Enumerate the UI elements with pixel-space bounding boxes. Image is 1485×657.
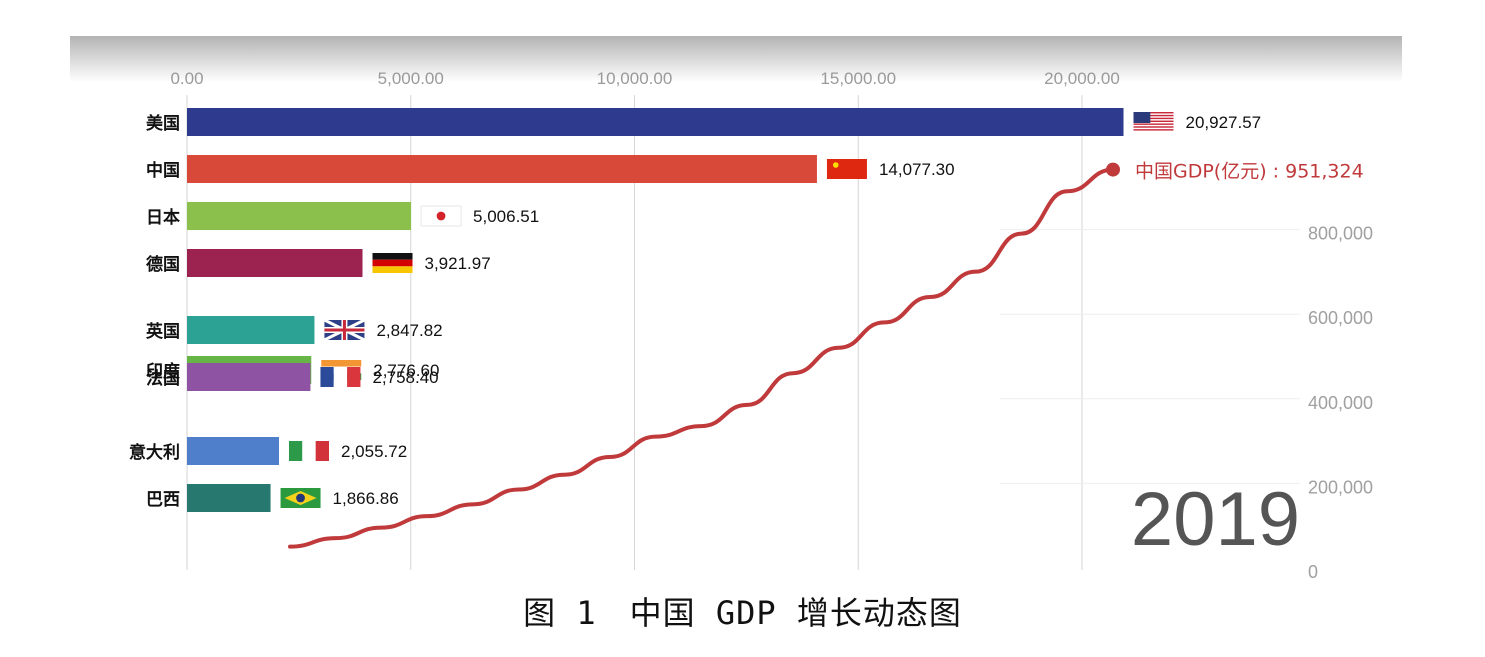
category-label: 日本 xyxy=(146,207,180,228)
value-label: 1,866.86 xyxy=(333,489,399,508)
flag-stripe xyxy=(1133,123,1174,125)
value-label: 2,055.72 xyxy=(341,442,407,461)
flag-stripe xyxy=(1133,129,1174,131)
x-axis-ticks: 0.00 5,000.00 10,000.00 15,000.00 20,000.00 xyxy=(170,69,1119,88)
germany-flag-icon xyxy=(372,253,413,273)
y-tick-label: 400,000 xyxy=(1308,393,1373,413)
category-label: 德国 xyxy=(146,254,180,275)
bar-row-1: 中国 14,077.30 xyxy=(146,155,955,183)
value-label: 2,758.40 xyxy=(372,368,438,387)
category-label: 印度 xyxy=(146,361,181,382)
flag-band xyxy=(372,253,413,260)
value-label: 3,921.97 xyxy=(425,254,491,273)
bar-row-0: 美国 20,927.57 xyxy=(146,108,1261,136)
category-label: 美国 xyxy=(146,113,180,134)
bar-3 xyxy=(187,249,363,277)
bar-row-8: 巴西 1,866.86 xyxy=(146,484,399,512)
y-tick-label: 800,000 xyxy=(1308,224,1373,244)
flag-stripe xyxy=(1133,114,1174,117)
flag-stripe xyxy=(1133,112,1174,114)
gdp-line-path xyxy=(288,167,1115,549)
flag-band xyxy=(372,266,413,273)
x-tick-label: 0.00 xyxy=(170,69,203,88)
gdp-line-endpoint xyxy=(1106,162,1120,177)
value-label: 2,847.82 xyxy=(376,321,442,340)
flag-stripe xyxy=(1133,120,1174,122)
right-axis-ticks: 0 200,000 400,000 600,000 800,000 xyxy=(1308,224,1373,580)
bar-4 xyxy=(187,316,315,344)
bar-0 xyxy=(187,108,1124,136)
bar-row-3: 德国 3,921.97 xyxy=(146,249,491,277)
china-flag-icon xyxy=(826,159,867,179)
bar-7 xyxy=(187,437,279,465)
category-label: 中国 xyxy=(146,160,180,181)
category-label: 意大利 xyxy=(129,442,180,463)
flag-band xyxy=(320,367,334,387)
category-label: 法国 xyxy=(146,368,180,389)
value-label: 14,077.30 xyxy=(879,160,955,179)
flag-field xyxy=(826,159,867,179)
us-flag-icon xyxy=(1133,112,1174,131)
flag-globe xyxy=(296,493,305,503)
x-tick-label: 10,000.00 xyxy=(597,69,673,88)
bar-row-7: 意大利 2,055.72 xyxy=(129,437,407,465)
x-tick-label: 15,000.00 xyxy=(820,69,896,88)
bar-1 xyxy=(187,155,817,183)
value-label: 5,006.51 xyxy=(473,207,539,226)
year-label: 2019 xyxy=(1131,477,1300,562)
x-tick-label: 20,000.00 xyxy=(1044,69,1120,88)
y-tick-label: 200,000 xyxy=(1308,477,1373,497)
flag-band xyxy=(315,441,329,461)
header-band xyxy=(70,36,1402,82)
china-gdp-line: 中国GDP(亿元) : 951,324 xyxy=(288,161,1364,549)
figure-caption: 图 1 中国 GDP 增长动态图 xyxy=(523,594,962,632)
flag-cross xyxy=(324,328,365,332)
bar-row-2: 日本 5,006.51 xyxy=(146,202,539,230)
bar-6 xyxy=(187,363,311,391)
gdp-line-label: 中国GDP(亿元) : 951,324 xyxy=(1135,161,1364,183)
brazil-flag-icon xyxy=(280,488,321,508)
japan-flag-icon xyxy=(420,205,462,227)
flag-stripe xyxy=(1133,117,1174,120)
category-label: 英国 xyxy=(146,321,180,342)
italy-flag-icon xyxy=(288,441,329,461)
flag-band xyxy=(302,441,316,461)
flag-stripe xyxy=(1133,126,1174,128)
category-label: 巴西 xyxy=(146,490,180,510)
value-label: 20,927.57 xyxy=(1186,113,1262,132)
france-flag-icon xyxy=(320,367,361,387)
flag-disc xyxy=(436,211,446,221)
flag-band xyxy=(372,259,413,267)
bar-2 xyxy=(187,202,412,230)
y-tick-label: 0 xyxy=(1308,562,1318,580)
flag-band xyxy=(333,367,348,387)
flag-star xyxy=(832,162,839,168)
value-label: 2,776.60 xyxy=(373,361,439,380)
chart-canvas: 0.00 5,000.00 10,000.00 15,000.00 20,000.00 … xyxy=(70,36,1402,580)
uk-flag-icon xyxy=(323,318,366,342)
flag-band xyxy=(288,441,303,461)
bar-series: 美国 20,927.57 中国 14,077.30 日本 5,006.51 德国 3,921.… xyxy=(129,108,1261,512)
flag-canton xyxy=(1133,112,1151,123)
bar-row-4: 英国 2,847.82 xyxy=(146,316,443,344)
flag-band xyxy=(321,360,362,367)
x-tick-label: 5,000.00 xyxy=(378,69,444,88)
bar-row-6: 法国 2,758.40 xyxy=(146,363,439,391)
gdp-chart: 0.00 5,000.00 10,000.00 15,000.00 20,000.00 … xyxy=(70,36,1402,580)
bar-8 xyxy=(187,484,271,512)
flag-band xyxy=(347,367,361,387)
y-tick-label: 600,000 xyxy=(1308,308,1373,328)
